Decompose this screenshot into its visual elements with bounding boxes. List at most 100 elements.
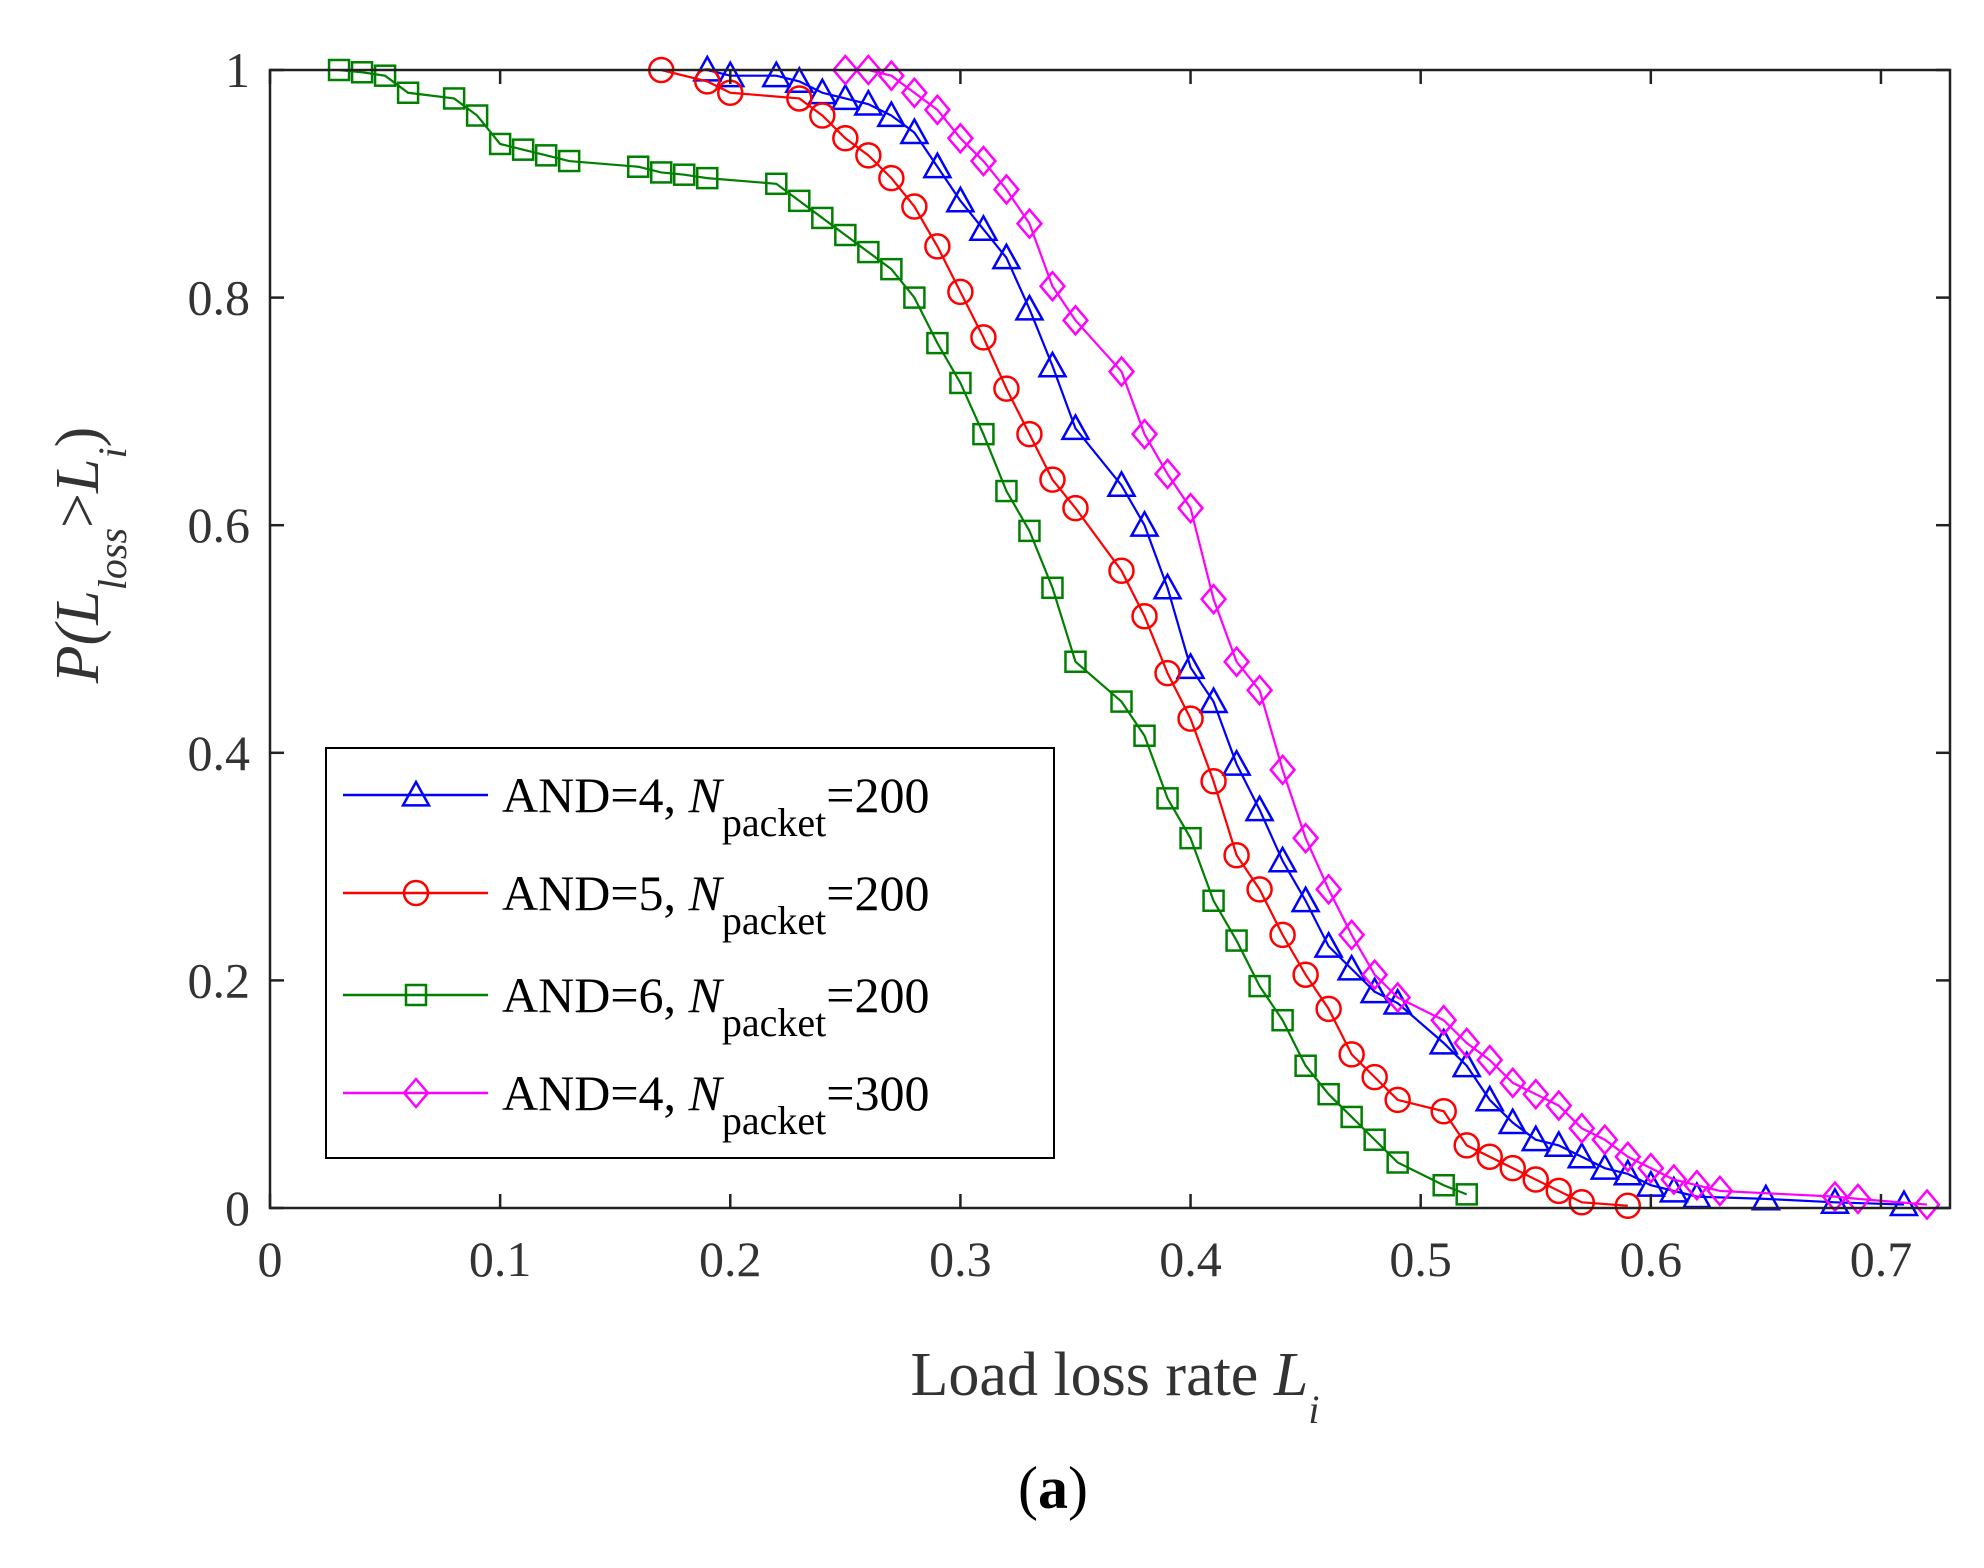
data-point: [991, 242, 1022, 270]
data-point: [626, 155, 650, 178]
data-point: [855, 142, 882, 169]
legend-marker: [400, 779, 432, 807]
data-point: [1292, 822, 1320, 855]
data-point: [1499, 1154, 1526, 1182]
data-point: [1156, 787, 1179, 810]
data-point: [1566, 1141, 1597, 1169]
data-point: [786, 85, 813, 112]
data-point: [1267, 845, 1298, 873]
data-point: [1014, 293, 1045, 321]
data-point: [1223, 841, 1250, 869]
data-point: [922, 151, 953, 179]
data-point: [969, 145, 997, 177]
data-point: [1568, 1112, 1596, 1145]
data-point: [811, 206, 834, 230]
data-point: [1338, 918, 1366, 951]
data-point: [945, 185, 976, 213]
data-point: [1248, 974, 1271, 998]
data-point: [1430, 1098, 1457, 1125]
y-axis-label-close: ): [44, 427, 112, 448]
data-point: [899, 117, 930, 145]
data-point: [1683, 1169, 1711, 1202]
data-point: [1361, 1063, 1388, 1091]
data-point: [1386, 1151, 1409, 1174]
data-point: [1338, 1041, 1365, 1068]
data-point: [1269, 921, 1296, 949]
data-point: [924, 233, 951, 260]
data-point: [1545, 1089, 1573, 1122]
x-axis-label: Load loss rate Li: [911, 1341, 1320, 1432]
data-point: [1108, 557, 1135, 584]
data-point: [1244, 794, 1275, 822]
data-point: [1246, 876, 1273, 903]
data-point: [972, 422, 995, 446]
data-point: [1614, 1192, 1642, 1219]
x-tick-label: 0.6: [1620, 1231, 1683, 1287]
data-point: [1154, 659, 1181, 687]
data-point: [1476, 1044, 1504, 1076]
data-point: [1384, 981, 1412, 1014]
data-point: [903, 286, 926, 309]
legend-entry: AND=4, Npacket=200: [343, 767, 929, 845]
data-point: [1589, 1152, 1620, 1180]
data-point: [1177, 705, 1204, 732]
data-point: [992, 173, 1020, 206]
x-tick-label: 0.7: [1850, 1231, 1913, 1287]
data-point: [876, 99, 907, 128]
data-point: [396, 81, 420, 105]
legend-entry: AND=6, Npacket=200: [343, 967, 929, 1045]
x-axis-label-sub: i: [1308, 1387, 1319, 1432]
y-axis-label-sub1: loss: [90, 528, 135, 590]
legend-label: AND=4, Npacket=200: [502, 767, 929, 845]
data-point: [1363, 1128, 1386, 1151]
data-point: [900, 76, 928, 109]
legend-marker: [404, 983, 428, 1007]
series-triangle: [692, 54, 1920, 1217]
data-point: [350, 61, 374, 84]
series-diamond: [831, 54, 1941, 1221]
data-point: [1451, 1050, 1482, 1078]
x-tick-label: 0.4: [1159, 1231, 1222, 1287]
data-point: [1198, 686, 1229, 714]
data-point: [831, 54, 859, 86]
data-point: [1153, 458, 1182, 490]
data-point: [1061, 304, 1090, 337]
y-axis-label-l1: L: [44, 590, 112, 625]
data-point: [857, 240, 880, 264]
data-point: [1200, 583, 1228, 616]
data-point: [1819, 1186, 1851, 1214]
data-point: [1202, 889, 1225, 912]
data-point: [1039, 466, 1066, 493]
data-point: [901, 193, 928, 220]
legend-entry: AND=5, Npacket=200: [343, 865, 929, 943]
data-point: [1497, 1107, 1528, 1135]
plot-frame: [268, 68, 1952, 1210]
data-point: [672, 163, 696, 186]
data-point: [1522, 1078, 1550, 1111]
data-point: [511, 138, 535, 161]
data-point: [946, 122, 974, 155]
data-point: [1706, 1174, 1734, 1207]
y-tick-label: 0.8: [188, 270, 251, 326]
data-point: [1177, 492, 1205, 525]
legend-box: [325, 747, 1055, 1159]
figure-caption: (a): [1018, 1455, 1088, 1521]
data-point: [1476, 1143, 1503, 1171]
data-point: [1064, 650, 1087, 674]
data-point: [373, 64, 397, 87]
data-point: [995, 479, 1018, 503]
data-point: [1313, 930, 1344, 958]
data-point: [1246, 674, 1274, 707]
data-point: [1520, 1124, 1551, 1152]
data-point: [880, 257, 903, 281]
data-point: [1612, 1158, 1643, 1186]
data-point: [696, 166, 719, 190]
series-line: [338, 68, 1468, 1196]
data-point: [834, 223, 857, 247]
data-point: [1038, 270, 1067, 303]
data-point: [1221, 748, 1252, 776]
data-point: [1637, 1152, 1665, 1185]
data-point: [853, 88, 884, 116]
y-tick-label: 0.4: [188, 725, 251, 781]
